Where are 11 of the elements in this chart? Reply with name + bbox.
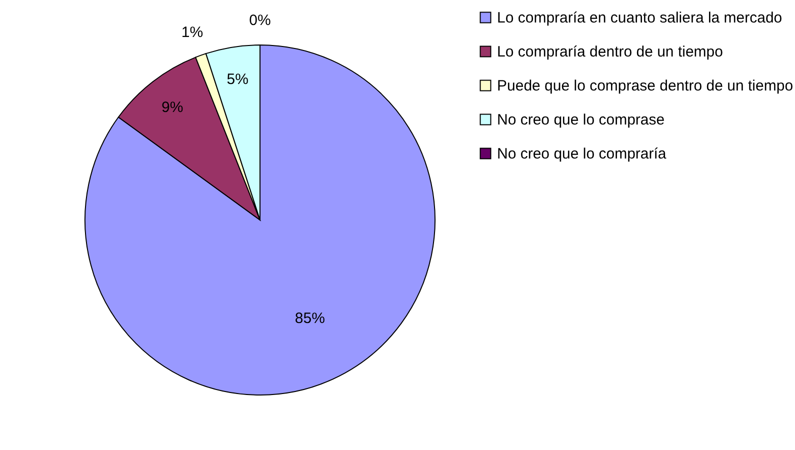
data-label: 9% (162, 99, 184, 116)
legend-label: Lo compraría en cuanto saliera la mercado (497, 10, 782, 26)
legend-label: No creo que lo comprase (497, 112, 665, 128)
pie-slice (84, 44, 436, 396)
data-label: 1% (181, 24, 204, 41)
legend-label: No creo que lo compraría (497, 146, 667, 162)
data-label: 5% (226, 70, 248, 88)
text: 0% (249, 12, 271, 29)
data-label: 85% (294, 310, 325, 327)
legend-label: Puede que lo comprase dentro de un tiempo (497, 78, 794, 94)
legend-label: Lo compraría dentro de un tiempo (497, 44, 723, 60)
